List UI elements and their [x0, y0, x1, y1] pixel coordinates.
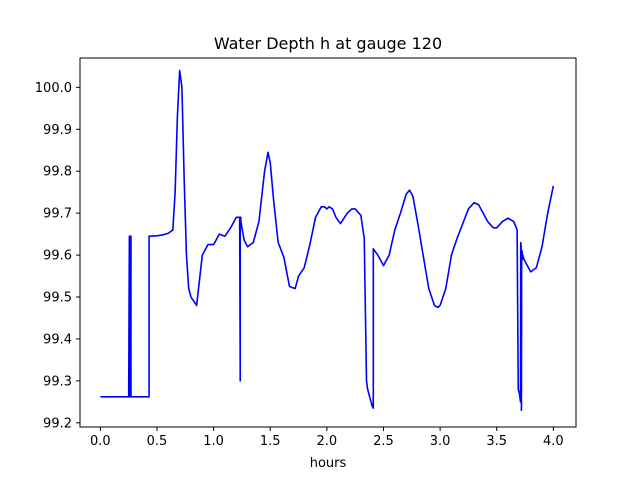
- axes: 0.0 0.5 1.0 1.5 2.0 2.5 3.0 3.5 4.0 99.2 99.3 99.4 9…: [35, 57, 577, 449]
- x-tick-label: 3.0: [430, 434, 451, 449]
- x-tick-label: 0.5: [147, 434, 168, 449]
- x-tick-label: 2.5: [373, 434, 394, 449]
- y-tick-label: 99.5: [43, 291, 72, 306]
- chart-title: Water Depth h at gauge 120: [214, 34, 442, 53]
- y-tick-label: 99.4: [43, 332, 72, 347]
- x-tick-label: 1.0: [203, 434, 224, 449]
- x-tick-label: 4.0: [543, 434, 564, 449]
- axes-frame: [79, 57, 577, 428]
- series-line-0: [100, 69, 555, 412]
- x-axis-label: hours: [310, 456, 347, 471]
- x-tick-label: 0.0: [90, 434, 111, 449]
- y-tick-label: 99.2: [43, 416, 72, 431]
- y-tick-label: 99.3: [43, 374, 72, 389]
- y-tick-label: 99.7: [43, 207, 72, 222]
- y-tick-label: 99.9: [43, 123, 72, 138]
- y-tick-label: 99.6: [43, 249, 72, 264]
- plot-area: [100, 69, 555, 412]
- y-tick-label: 99.8: [43, 165, 72, 180]
- x-tick-label: 3.5: [486, 434, 507, 449]
- x-tick-label: 1.5: [260, 434, 281, 449]
- y-tick-label: 100.0: [35, 81, 72, 96]
- x-tick-label: 2.0: [317, 434, 338, 449]
